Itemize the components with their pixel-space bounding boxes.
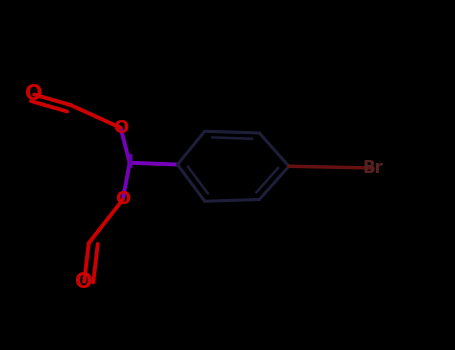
- Text: O: O: [113, 119, 128, 137]
- Text: Br: Br: [363, 159, 384, 177]
- Text: O: O: [25, 84, 43, 105]
- Text: I: I: [126, 153, 133, 172]
- Text: O: O: [76, 272, 93, 292]
- Text: O: O: [115, 190, 131, 209]
